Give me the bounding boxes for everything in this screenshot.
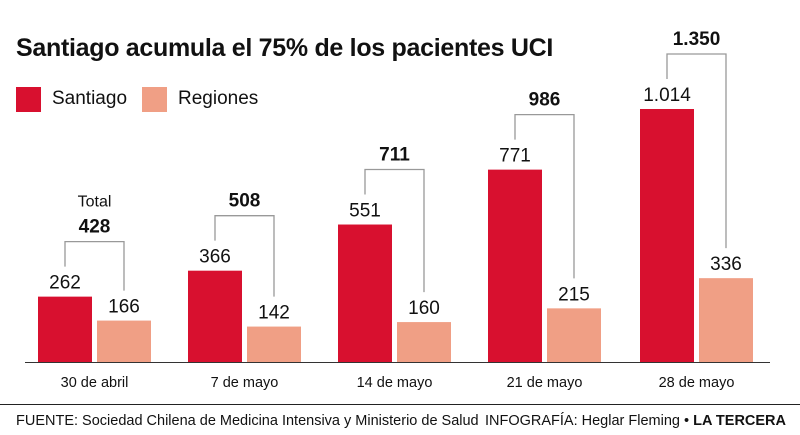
bar-santiago bbox=[488, 169, 542, 362]
bar-regiones bbox=[699, 278, 753, 362]
x-tick-label: 28 de mayo bbox=[659, 375, 735, 391]
bar-santiago bbox=[338, 224, 392, 362]
data-label-regiones: 142 bbox=[258, 303, 290, 324]
total-label: 986 bbox=[529, 90, 561, 111]
total-caption: Total bbox=[78, 194, 112, 211]
legend-label-santiago: Santiago bbox=[52, 88, 128, 109]
chart-title: Santiago acumula el 75% de los pacientes… bbox=[16, 34, 553, 62]
x-tick-label: 21 de mayo bbox=[507, 375, 583, 391]
bar-regiones bbox=[247, 326, 301, 362]
x-tick-label: 14 de mayo bbox=[357, 375, 433, 391]
total-label: 508 bbox=[229, 191, 261, 212]
data-label-santiago: 771 bbox=[499, 146, 531, 167]
bar-chart: 262 166 428 Total 30 de abril 366 142 508 7 de m… bbox=[25, 29, 770, 391]
bar-regiones bbox=[547, 308, 601, 362]
data-label-regiones: 160 bbox=[408, 298, 440, 319]
total-bracket bbox=[64, 240, 125, 291]
credit-brand: LA TERCERA bbox=[693, 413, 786, 429]
bar-regiones bbox=[397, 322, 451, 362]
x-tick-label: 7 de mayo bbox=[211, 375, 279, 391]
data-label-santiago: 366 bbox=[199, 247, 231, 268]
bar-santiago bbox=[640, 109, 694, 362]
data-label-regiones: 166 bbox=[108, 297, 140, 318]
credit-author: INFOGRAFÍA: Heglar Fleming • bbox=[484, 413, 694, 429]
total-label: 428 bbox=[79, 217, 111, 238]
bar-santiago bbox=[188, 270, 242, 362]
data-label-santiago: 262 bbox=[49, 273, 81, 294]
data-label-regiones: 215 bbox=[558, 284, 590, 305]
total-label: 711 bbox=[379, 145, 410, 166]
x-tick-label: 30 de abril bbox=[61, 375, 129, 391]
legend-swatch-santiago bbox=[16, 87, 41, 112]
footer: FUENTE: Sociedad Chilena de Medicina Int… bbox=[0, 404, 800, 435]
data-label-regiones: 336 bbox=[710, 254, 742, 275]
source-note: FUENTE: Sociedad Chilena de Medicina Int… bbox=[16, 413, 479, 429]
total-bracket bbox=[214, 215, 275, 297]
data-label-santiago: 551 bbox=[349, 201, 381, 222]
legend-swatch-regiones bbox=[142, 87, 167, 112]
total-bracket bbox=[514, 113, 575, 279]
total-bracket bbox=[666, 53, 727, 249]
bar-santiago bbox=[38, 296, 92, 362]
total-bracket bbox=[364, 168, 425, 293]
total-label: 1.350 bbox=[673, 29, 721, 50]
bar-regiones bbox=[97, 320, 151, 362]
data-label-santiago: 1.014 bbox=[643, 85, 691, 106]
legend-label-regiones: Regiones bbox=[178, 88, 259, 109]
credit-note: INFOGRAFÍA: Heglar Fleming • LA TERCERA bbox=[485, 413, 786, 429]
